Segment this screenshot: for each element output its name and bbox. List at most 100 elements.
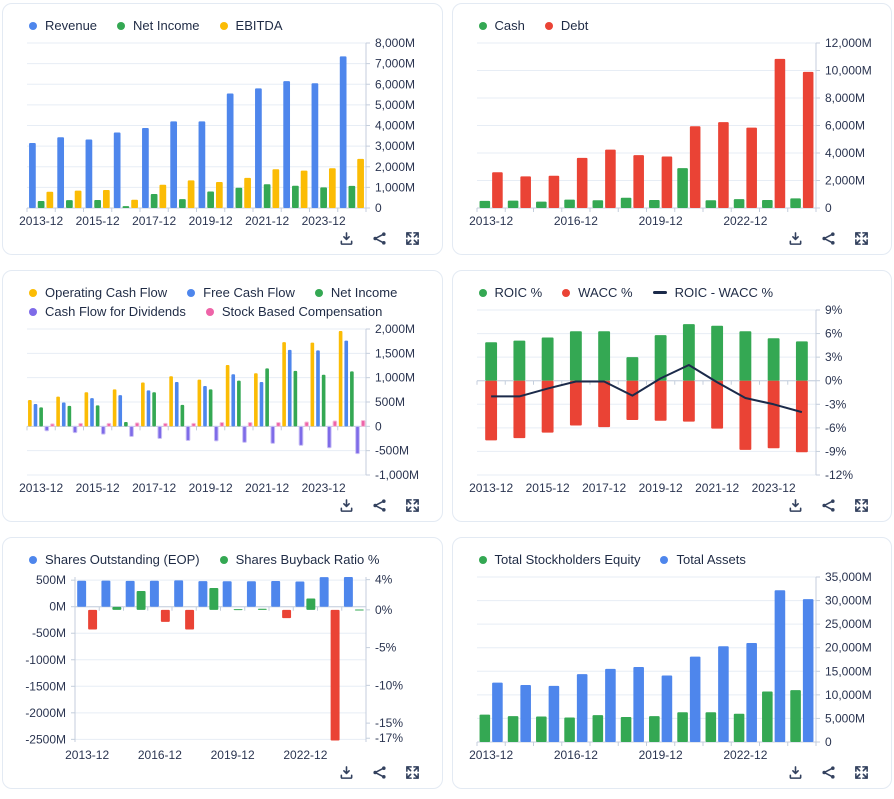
legend-item[interactable]: Total Stockholders Equity [478, 552, 640, 567]
share-icon[interactable] [372, 231, 387, 246]
legend-item[interactable]: Net Income [117, 18, 200, 33]
legend-item[interactable]: Stock Based Compensation [205, 304, 382, 319]
bar [198, 121, 206, 208]
legend-item[interactable]: Net Income [314, 285, 398, 300]
bar [146, 390, 151, 427]
bar [541, 337, 554, 381]
bar [604, 668, 616, 742]
expand-icon[interactable] [405, 498, 420, 513]
legend-item[interactable]: Revenue [29, 18, 97, 33]
x-tick-label: 2016-12 [553, 214, 597, 228]
chart-legend: Total Stockholders Equity Total Assets [469, 550, 878, 571]
download-icon[interactable] [339, 231, 354, 246]
download-icon[interactable] [788, 231, 803, 246]
chart-plot: 12,000M 10,000M 8,000M 6,000M 4,000M 2,000M 0 2… [469, 36, 878, 228]
share-icon[interactable] [372, 765, 387, 780]
legend-dot-icon [29, 288, 37, 297]
bar [265, 368, 269, 427]
bar [124, 421, 128, 427]
legend-dot-icon [219, 555, 228, 564]
bar [95, 405, 100, 427]
bar [339, 56, 347, 208]
bar [689, 126, 700, 208]
x-tick-label: 2019-12 [638, 481, 682, 495]
legend-item[interactable]: WACC % [562, 285, 633, 300]
legend-item[interactable]: Total Assets [660, 552, 746, 567]
bar [682, 380, 695, 422]
legend-dot-icon [478, 288, 487, 297]
chart-card-cash-flows: Operating Cash Flow Free Cash Flow Net Inc… [2, 270, 443, 522]
y-tick-label: 0 [375, 419, 382, 433]
bar [328, 168, 336, 208]
y-tick-label: 8,000M [375, 36, 415, 50]
bar [795, 341, 808, 381]
bar [592, 200, 603, 208]
bar [237, 380, 241, 427]
bar [149, 580, 159, 607]
bar [512, 340, 525, 381]
bar [576, 674, 587, 742]
share-icon[interactable] [821, 498, 836, 513]
y-tick-label: 15,000M [825, 664, 872, 678]
share-icon[interactable] [821, 765, 836, 780]
bar [185, 609, 195, 630]
bar [661, 675, 672, 742]
legend-item[interactable]: Cash [478, 18, 525, 33]
bar [272, 169, 280, 208]
share-icon[interactable] [821, 231, 836, 246]
legend-label: Net Income [133, 18, 200, 33]
bar [661, 156, 672, 208]
y-tick-label: 35,000M [825, 570, 872, 584]
legend-item[interactable]: Free Cash Flow [187, 285, 295, 300]
legend-item[interactable]: Debt [544, 18, 588, 33]
legend-dot-icon [187, 288, 196, 297]
bar [360, 419, 366, 427]
bar [767, 338, 780, 381]
bar [705, 712, 716, 742]
bar [592, 715, 603, 742]
bar [134, 422, 140, 427]
share-icon[interactable] [372, 498, 387, 513]
y-tick-label: 2,000M [375, 322, 415, 336]
legend-item[interactable]: Cash Flow for Dividends [29, 304, 186, 319]
legend-label: Net Income [330, 285, 398, 300]
x-tick-label: 2017-12 [582, 481, 626, 495]
bar [209, 587, 219, 610]
expand-icon[interactable] [854, 231, 869, 246]
bar [320, 187, 327, 208]
expand-icon[interactable] [854, 765, 869, 780]
legend-item[interactable]: EBITDA [219, 18, 283, 33]
expand-icon[interactable] [405, 765, 420, 780]
expand-icon[interactable] [405, 231, 420, 246]
download-icon[interactable] [339, 498, 354, 513]
y-tick-label: 4,000M [825, 146, 865, 160]
y-tick-label: 500M [375, 395, 405, 409]
y-tick-label: 6,000M [825, 119, 865, 133]
x-tick-label: 2016-12 [138, 748, 182, 762]
bar [142, 127, 149, 208]
download-icon[interactable] [788, 765, 803, 780]
chart-toolbar [19, 228, 428, 248]
legend-item[interactable]: ROIC - WACC % [652, 285, 773, 300]
bar [254, 373, 258, 427]
bar [219, 421, 225, 427]
legend-item[interactable]: Operating Cash Flow [29, 285, 167, 300]
bar [343, 577, 353, 607]
legend-line-icon [652, 291, 667, 294]
chart-svg: 12,000M 10,000M 8,000M 6,000M 4,000M 2,000M 0 2… [469, 36, 872, 228]
expand-icon[interactable] [854, 498, 869, 513]
x-tick-label: 2023-12 [751, 481, 795, 495]
legend-item[interactable]: Shares Outstanding (EOP) [29, 552, 200, 567]
bar [620, 197, 631, 208]
legend-item[interactable]: ROIC % [478, 285, 542, 300]
bar [733, 199, 744, 208]
download-icon[interactable] [339, 765, 354, 780]
bar [242, 425, 247, 443]
y-tick-label: -12% [825, 468, 853, 482]
legend-label: Free Cash Flow [203, 285, 295, 300]
download-icon[interactable] [788, 498, 803, 513]
bar [604, 149, 616, 208]
legend-item[interactable]: Shares Buyback Ratio % [219, 552, 379, 567]
bar [56, 396, 60, 427]
x-tick-label: 2013-12 [469, 214, 513, 228]
